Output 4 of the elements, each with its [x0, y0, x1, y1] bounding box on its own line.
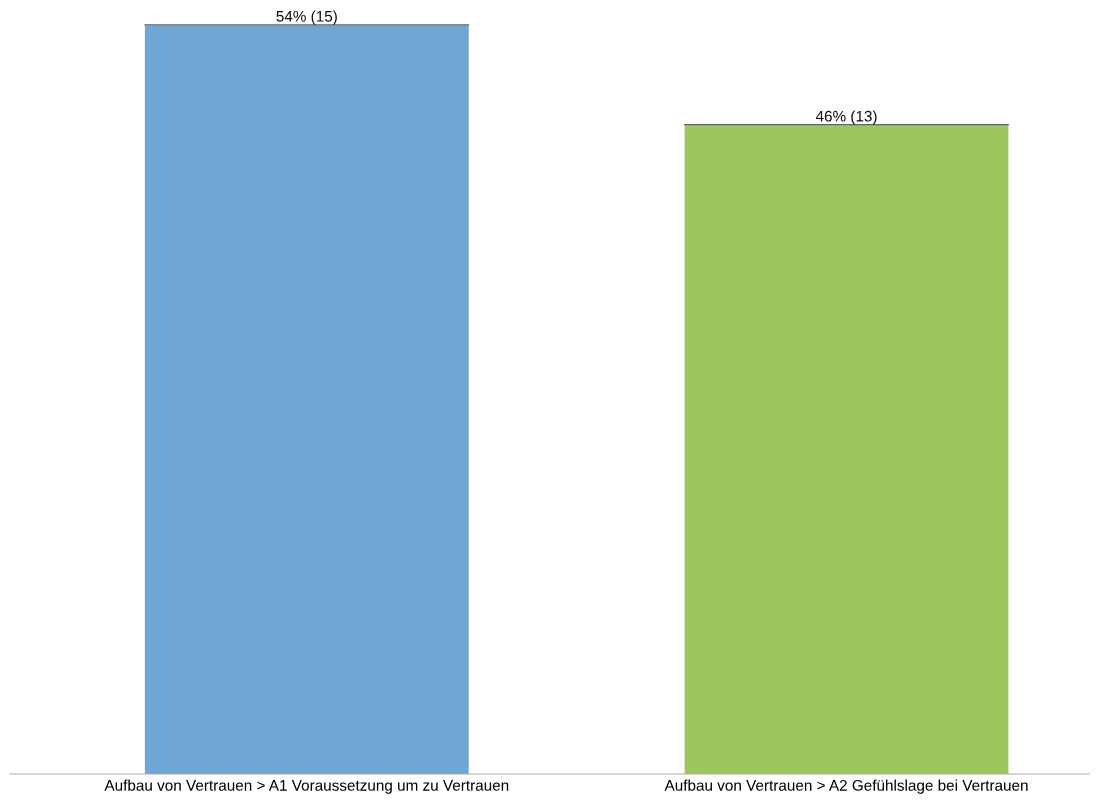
data-label: 54% (15) — [276, 10, 337, 25]
x-tick-label: Aufbau von Vertrauen > A1 Voraussetzung um zu Vertrauen — [104, 779, 509, 794]
x-tick-label: Aufbau von Vertrauen > A2 Gefühlslage bei Vertrauen — [664, 779, 1028, 794]
data-label: 46% (13) — [815, 110, 877, 125]
